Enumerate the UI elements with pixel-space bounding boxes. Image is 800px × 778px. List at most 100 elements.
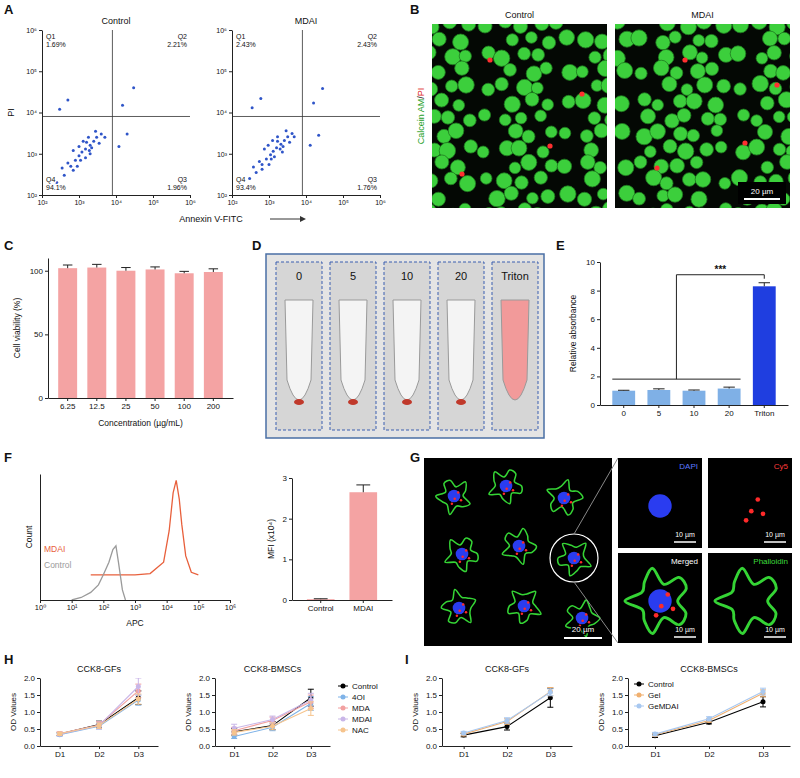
live-cell: [515, 112, 527, 124]
y-axis: 0.00.51.01.52.0: [24, 674, 41, 751]
cy5-spot: [518, 548, 521, 551]
tick: 10³: [217, 150, 232, 157]
point: [282, 145, 285, 148]
quadrant-name: Q3: [178, 176, 187, 184]
tick-label: 10²: [37, 199, 48, 206]
highlight-circle: [550, 534, 598, 582]
tick-mark: [212, 695, 215, 696]
tick-label: Control: [308, 604, 334, 613]
live-cell: [773, 143, 785, 155]
quadrant-name: Q2: [368, 33, 377, 41]
tick-label: 10²: [217, 192, 228, 199]
tick-mark: [153, 195, 154, 198]
y-axis: 0246810: [586, 258, 600, 410]
error-bar: [504, 723, 510, 730]
error-cap: [231, 724, 237, 725]
tick-label: MDAI: [353, 604, 373, 613]
live-cell: [478, 109, 490, 121]
tick: 1.5: [199, 691, 215, 700]
y-axis: 0.00.51.01.52.0: [612, 674, 629, 751]
live-cell: [478, 24, 492, 33]
error-bar: [231, 730, 237, 735]
tick: 6.25: [60, 398, 76, 411]
tick-mark: [229, 113, 232, 114]
error-cap: [63, 265, 72, 266]
tick: 50: [34, 330, 48, 339]
tick: Triton: [754, 405, 774, 418]
point: [85, 141, 88, 144]
y-axis: 050100: [30, 259, 49, 404]
tick-label: 12.5: [89, 402, 105, 411]
tick: 10⁴: [301, 195, 312, 206]
cy5-spot: [573, 560, 576, 563]
actin-outline: [558, 543, 591, 576]
point: [248, 177, 251, 180]
live-cell: [667, 187, 682, 202]
live-cell: [767, 46, 781, 60]
point: [69, 165, 72, 168]
quadrant-value: 1.96%: [167, 184, 187, 191]
tick-mark: [709, 746, 710, 749]
quadrant-name: Q3: [368, 176, 377, 184]
error-bar: [96, 722, 102, 729]
tick-label: 1.0: [24, 708, 36, 717]
plot-area: [42, 30, 190, 195]
y-axis-title: OD Values: [184, 693, 193, 731]
error-bar: [270, 723, 276, 730]
series: [231, 693, 314, 732]
tick-mark: [289, 478, 292, 479]
live-cell: [730, 46, 746, 62]
tube-label: 5: [350, 270, 356, 282]
stain-label: Calcein AM/PI: [416, 88, 426, 145]
live-cell: [790, 48, 791, 64]
panel-letter: H: [4, 652, 13, 667]
image-background: [618, 458, 702, 548]
tick-mark: [597, 405, 600, 406]
image-background: [618, 553, 702, 643]
quadrant-value: 94.1%: [46, 184, 66, 191]
live-cell: [720, 203, 732, 208]
live-cell: [734, 83, 746, 95]
tick: 1.0: [426, 708, 442, 717]
axis-line: [42, 31, 43, 196]
tick-label: 100: [30, 267, 44, 276]
live-cell: [634, 156, 647, 169]
live-cell: [778, 32, 790, 45]
live-cell: [764, 64, 778, 78]
micrograph-channel: DAPI10 µm: [618, 458, 702, 548]
tube-box: [492, 262, 538, 430]
cy5-spot: [585, 613, 588, 616]
tick: 1: [283, 555, 292, 564]
nucleus: [453, 602, 466, 615]
point: [126, 133, 129, 136]
tick: 10⁵: [26, 68, 42, 75]
legend: Control4OIMDAMDAINAC: [338, 682, 378, 735]
live-cell: [788, 170, 790, 185]
tick-label: 1.5: [426, 691, 438, 700]
tick-label: 10²: [98, 603, 109, 612]
y-axis-title: OD Values: [411, 693, 420, 731]
y-axis-title: PI: [6, 108, 16, 117]
live-cell: [557, 159, 571, 173]
tick-mark: [229, 30, 232, 31]
cy5-spot: [465, 549, 468, 552]
tick: 12.5: [89, 398, 105, 411]
error-cap: [760, 696, 766, 697]
error-cap: [308, 693, 314, 694]
error-bar: [760, 688, 766, 695]
tick-label: 1: [283, 555, 288, 564]
y-axis: 0123: [283, 474, 293, 605]
live-cell: [562, 95, 575, 108]
legend-marker: [637, 704, 642, 709]
point: [283, 139, 286, 142]
series: [231, 689, 314, 735]
tick-mark: [439, 695, 442, 696]
line-chart: 0.00.51.01.52.0D1D2D3CCK8-GFsOD Values: [411, 664, 573, 759]
marker: [97, 723, 102, 728]
live-cell: [584, 171, 600, 187]
axis-arrow: [270, 216, 306, 222]
tick-label: 10⁶: [216, 27, 227, 34]
tick-mark: [623, 405, 624, 408]
live-cell: [444, 172, 457, 185]
cy5-spot: [671, 606, 676, 611]
